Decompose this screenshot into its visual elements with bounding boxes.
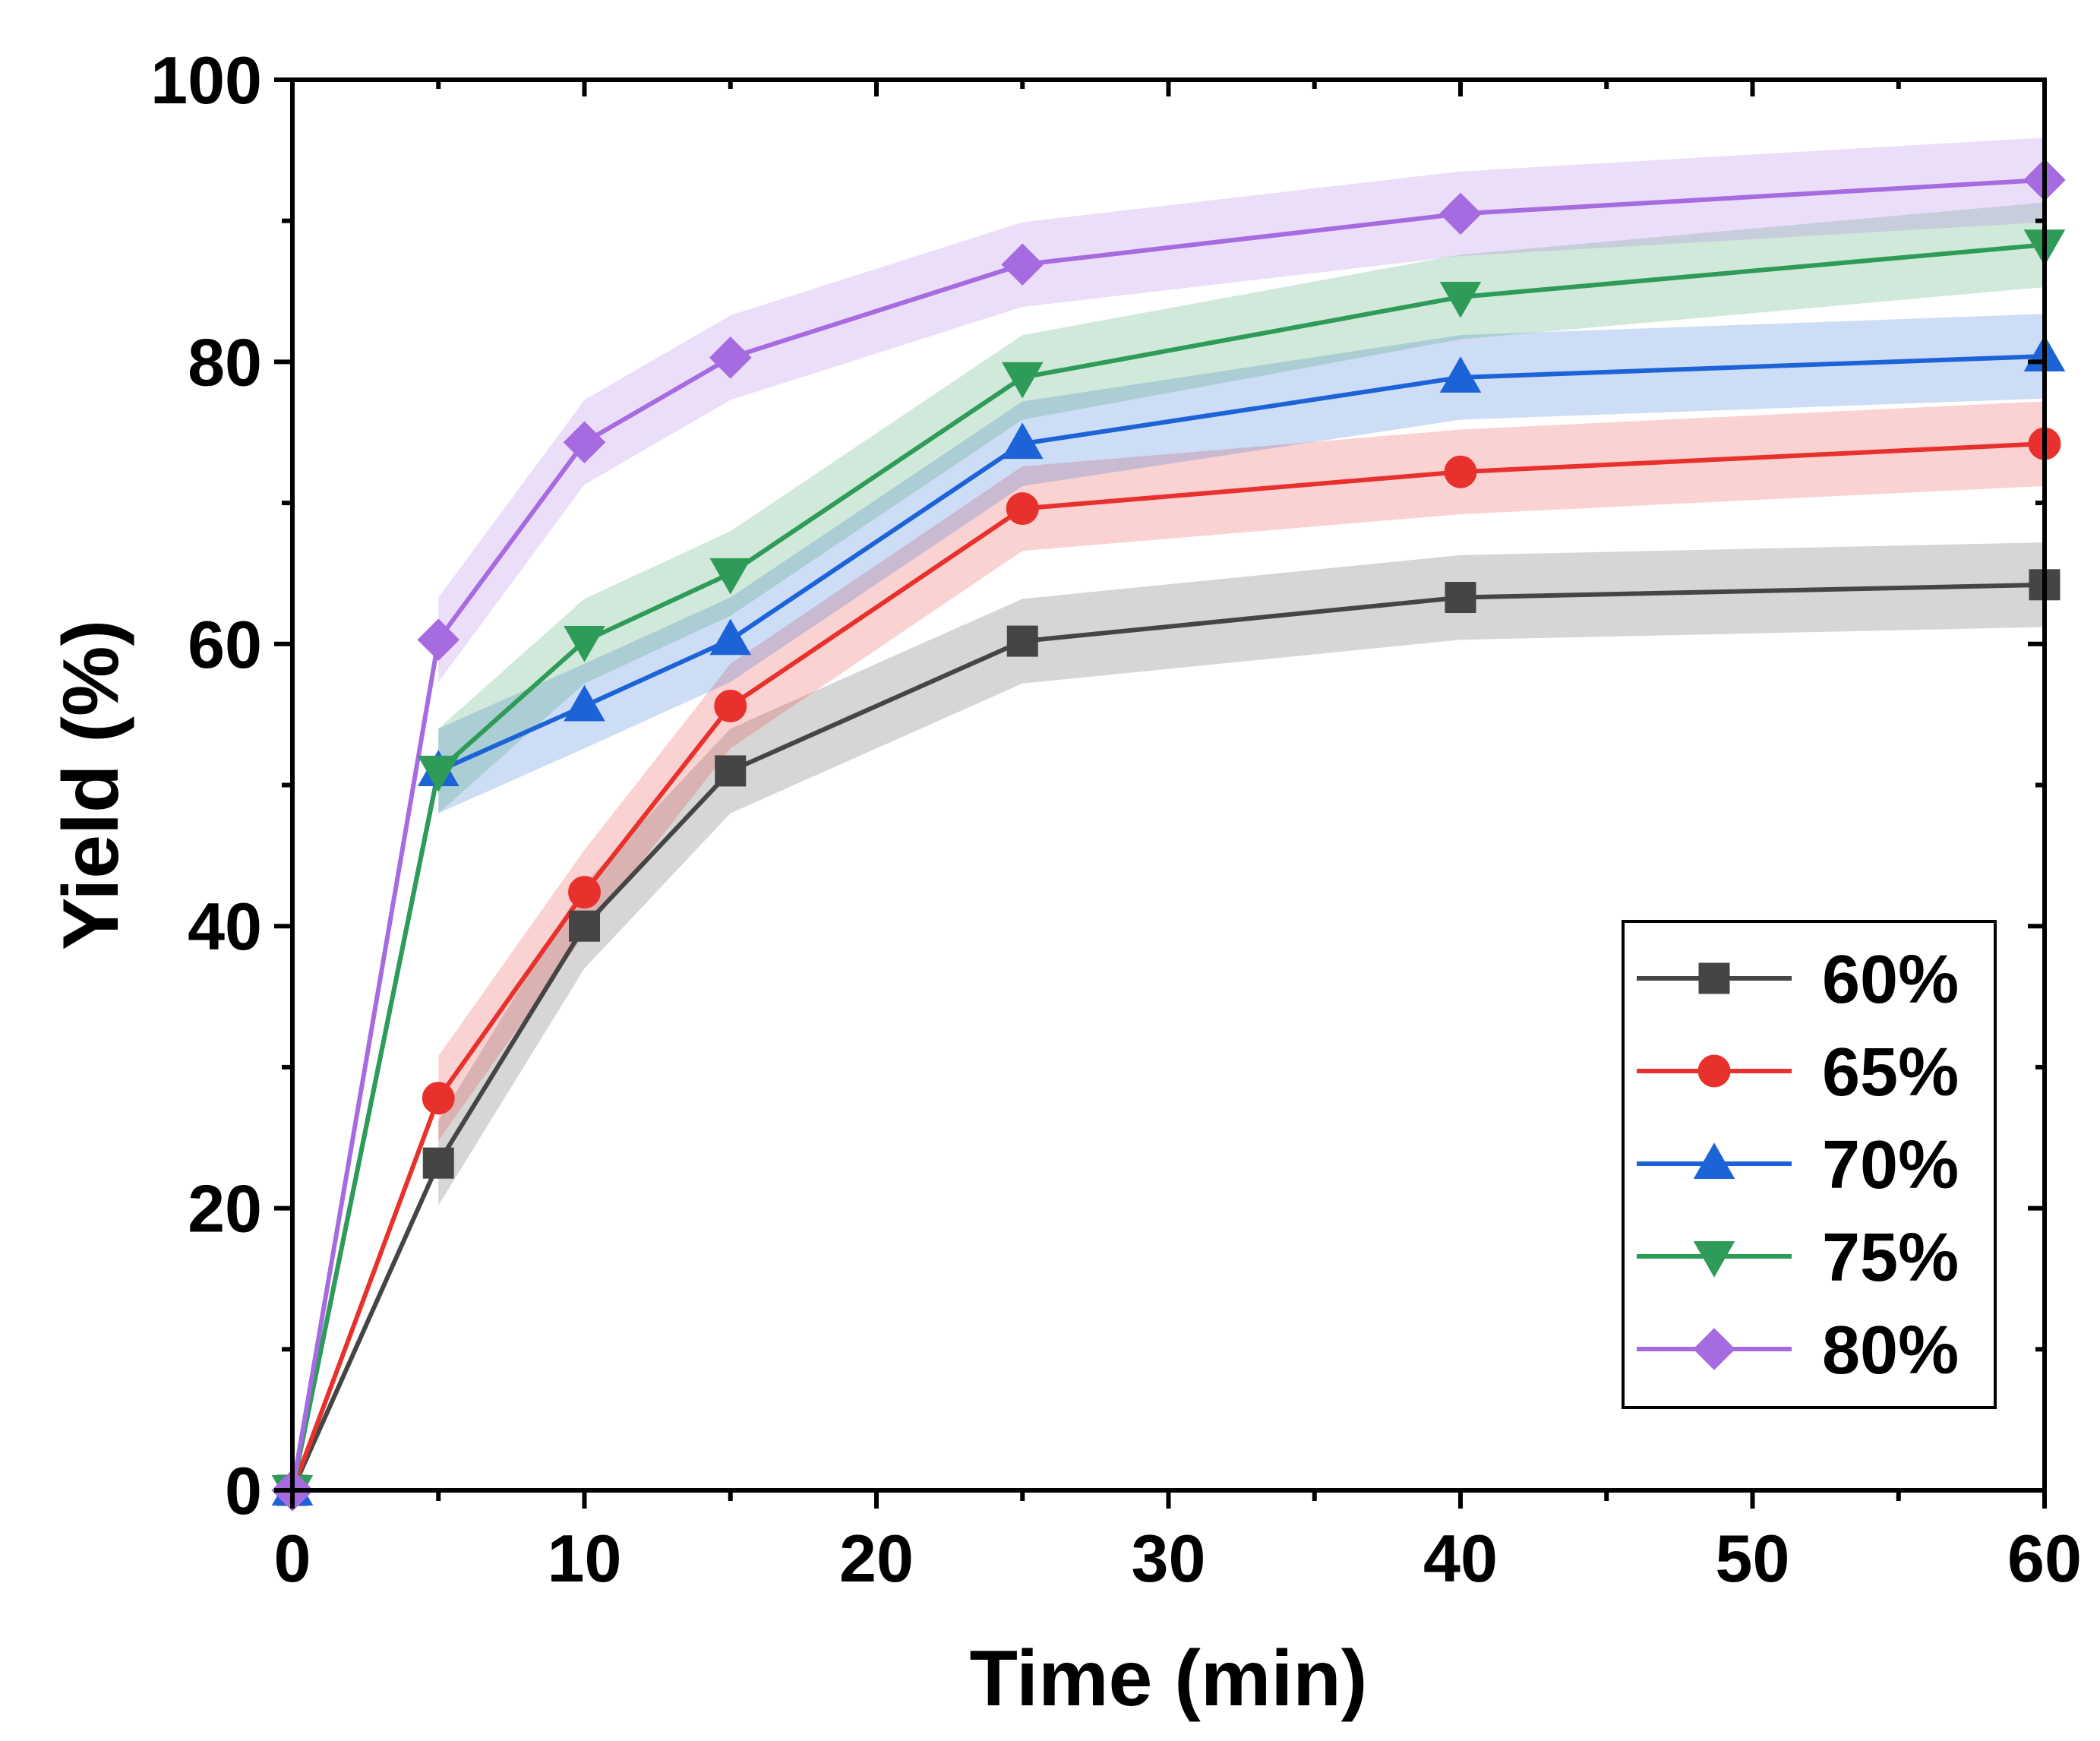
x-tick-label: 0 (274, 1521, 311, 1596)
point-80-pct-4 (1001, 243, 1044, 286)
legend-label-65-pct: 65% (1822, 1035, 1959, 1111)
point-60-pct-4 (1006, 625, 1038, 657)
legend-marker-65-pct (1697, 1054, 1731, 1088)
point-65-pct-4 (1006, 492, 1039, 525)
point-60-pct-1 (422, 1147, 454, 1179)
x-tick-label: 40 (1423, 1521, 1498, 1596)
legend-label-75-pct: 75% (1822, 1220, 1959, 1296)
legend: 60% 65% 70% 75% 80% (1622, 920, 1997, 1409)
y-tick-label: 40 (188, 889, 262, 964)
legend-box (1622, 920, 1997, 1409)
point-70-pct-5 (1439, 356, 1482, 393)
point-75-pct-4 (1001, 362, 1044, 399)
point-70-pct-2 (564, 684, 605, 722)
x-axis-ticks: 0 10 20 30 40 50 60 (274, 80, 2082, 1596)
point-75-pct-5 (1439, 281, 1482, 318)
y-axis-ticks: 0 20 40 60 80 100 (150, 43, 2045, 1528)
point-75-pct-3 (709, 558, 752, 595)
x-axis-title: Time (min) (970, 1635, 1368, 1723)
y-tick-label: 100 (150, 43, 262, 118)
y-tick-label: 80 (188, 324, 262, 400)
point-60-pct-3 (715, 755, 747, 787)
x-tick-label: 50 (1716, 1521, 1790, 1596)
point-65-pct-2 (568, 876, 601, 909)
x-tick-label: 20 (839, 1521, 914, 1596)
legend-marker-80-pct (1693, 1328, 1735, 1370)
point-60-pct-5 (1445, 582, 1476, 614)
band-80-pct (438, 137, 2045, 682)
band-60-pct (438, 542, 2045, 1205)
y-tick-label: 20 (188, 1171, 262, 1247)
point-60-pct-2 (569, 910, 600, 942)
point-70-pct-3 (709, 618, 752, 656)
point-75-pct-1 (417, 755, 459, 792)
legend-label-60-pct: 60% (1822, 942, 1959, 1018)
x-tick-label: 10 (548, 1521, 622, 1596)
x-tick-label: 30 (1132, 1521, 1206, 1596)
point-80-pct-3 (709, 337, 752, 379)
y-tick-label: 0 (225, 1453, 262, 1528)
point-65-pct-5 (1444, 455, 1477, 488)
point-65-pct-1 (422, 1082, 455, 1115)
y-tick-label: 60 (188, 607, 262, 682)
point-80-pct-2 (563, 421, 606, 464)
band-75-pct (438, 202, 2045, 814)
x-tick-label: 60 (2007, 1521, 2082, 1596)
legend-marker-75-pct (1693, 1240, 1735, 1278)
point-80-pct-1 (417, 618, 460, 662)
point-80-pct-5 (1439, 192, 1482, 235)
y-axis-title: Yield (%) (47, 620, 135, 950)
band-65-pct (438, 401, 2045, 1141)
legend-label-70-pct: 70% (1822, 1127, 1959, 1203)
point-75-pct-2 (564, 626, 605, 662)
legend-label-80-pct: 80% (1822, 1313, 1959, 1389)
point-65-pct-3 (714, 690, 747, 722)
legend-marker-70-pct (1693, 1142, 1735, 1180)
legend-marker-60-pct (1698, 962, 1730, 994)
point-70-pct-4 (1001, 422, 1044, 460)
